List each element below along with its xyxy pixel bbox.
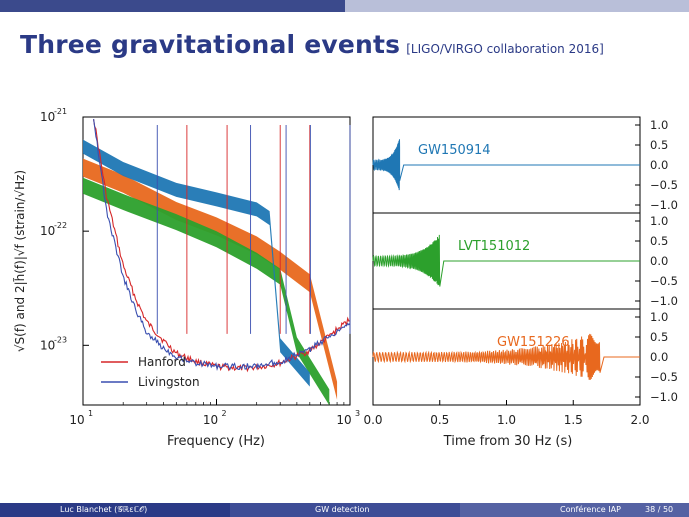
strain-y-tick-label: 0.5: [650, 138, 668, 152]
strain-x-tick-label: 0.5: [430, 413, 449, 427]
x-tick-exponent: 2: [222, 409, 227, 418]
y-tick-label: 10: [40, 110, 55, 124]
strain-y-tick-label: 0.0: [650, 350, 668, 364]
x-tick-label: 10: [203, 413, 218, 427]
x-tick-label: 10: [69, 413, 84, 427]
slide-title: Three gravitational events [LIGO/VIRGO co…: [20, 30, 604, 59]
strain-y-tick-label: −0.5: [650, 274, 678, 288]
strain-y-tick-label: 0.5: [650, 234, 668, 248]
strain-y-tick-label: 1.0: [650, 310, 668, 324]
slide-title-text: Three gravitational events: [20, 30, 401, 59]
legend-hanford-label: Hanford: [138, 355, 186, 369]
top-bar-left-segment: [0, 0, 345, 12]
strain-x-tick-label: 2.0: [630, 413, 649, 427]
gw151226-label: GW151226: [497, 335, 570, 350]
y-tick-exponent: -21: [54, 107, 67, 116]
footer-topic: GW detection: [315, 505, 370, 514]
strain-y-tick-label: −0.5: [650, 178, 678, 192]
x-tick-exponent: 1: [88, 409, 93, 418]
strain-y-tick-label: 0.5: [650, 330, 668, 344]
lvt151012-label: LVT151012: [458, 239, 530, 254]
footer-author: Luc Blanchet (𝒢ℝεℂ𝒪): [60, 505, 148, 514]
strain-y-tick-label: 0.0: [650, 254, 668, 268]
gw150914-label: GW150914: [418, 143, 491, 158]
slide-top-bar: [0, 0, 689, 12]
gw151226-waveform: [372, 333, 640, 381]
slide-footer: Luc Blanchet (𝒢ℝεℂ𝒪) GW detection Confér…: [0, 503, 689, 517]
strain-y-tick-label: −1.0: [650, 294, 678, 308]
gw150914-band: [83, 139, 310, 387]
strain-y-tick-label: 1.0: [650, 214, 668, 228]
x-tick-label: 10: [336, 413, 351, 427]
y-tick-exponent: -23: [54, 335, 67, 344]
y-tick-label: 10: [40, 338, 55, 352]
footer-author-block: Luc Blanchet (𝒢ℝεℂ𝒪): [0, 503, 230, 517]
legend-livingston-label: Livingston: [138, 375, 200, 389]
right-x-axis-label: Time from 30 Hz (s): [443, 434, 573, 449]
y-tick-label: 10: [40, 224, 55, 238]
left-x-axis-label: Frequency (Hz): [167, 434, 265, 449]
top-bar-right-segment: [345, 0, 689, 12]
x-tick-exponent: 3: [355, 409, 360, 418]
strain-y-tick-label: −1.0: [650, 390, 678, 404]
footer-topic-block: GW detection: [230, 503, 460, 517]
left-y-axis-label: √S(f) and 2|h̃(f)|√f (strain/√Hz): [13, 170, 27, 352]
gw150914-waveform: [372, 139, 640, 191]
lvt151012-waveform: [372, 234, 640, 287]
strain-x-tick-label: 0.0: [363, 413, 382, 427]
footer-venue-block: Conférence IAP 38 / 50: [460, 503, 689, 517]
strain-x-tick-label: 1.5: [564, 413, 583, 427]
slide-citation: [LIGO/VIRGO collaboration 2016]: [406, 42, 604, 56]
gw151226-band: [83, 158, 338, 400]
footer-page-number: 38 / 50: [645, 505, 674, 514]
strain-y-tick-label: 1.0: [650, 118, 668, 132]
strain-x-tick-label: 1.0: [497, 413, 516, 427]
footer-venue: Conférence IAP: [560, 505, 621, 514]
livingston-noise-curve: [93, 118, 351, 372]
strain-y-tick-label: −0.5: [650, 370, 678, 384]
strain-y-tick-label: −1.0: [650, 198, 678, 212]
y-tick-exponent: -22: [54, 221, 67, 230]
strain-y-tick-label: 0.0: [650, 158, 668, 172]
